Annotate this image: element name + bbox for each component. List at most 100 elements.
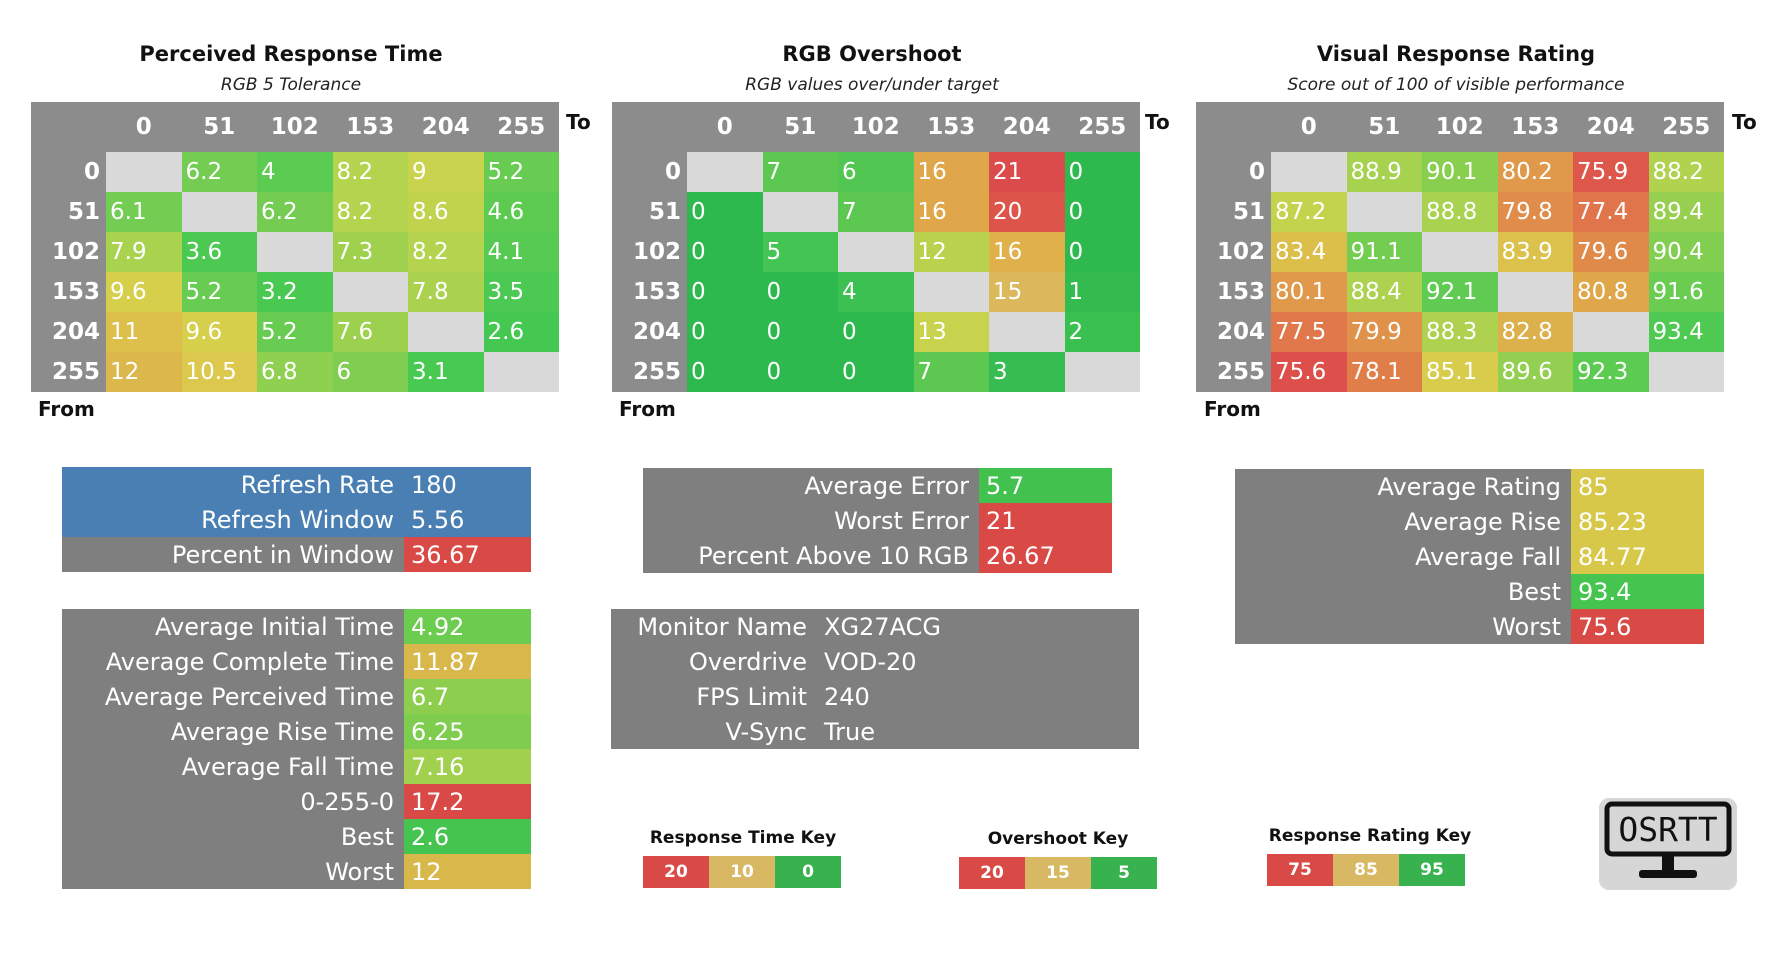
heatmap-cell: 92.1 <box>1422 272 1498 312</box>
stat-row: Average Complete Time 11.87 <box>62 644 531 679</box>
stat-row: Average Rating 85 <box>1235 469 1704 504</box>
stat-value: 12 <box>404 854 531 889</box>
chart-subtitle-visual-response-rating: Score out of 100 of visible performance <box>1287 75 1625 95</box>
heatmap-diagonal-cell <box>1422 232 1498 272</box>
stat-value: 17.2 <box>404 784 531 819</box>
column-header: 102 <box>257 102 333 152</box>
response-rating-key: 75 85 95 <box>1267 854 1465 886</box>
stat-row: 0-255-0 17.2 <box>62 784 531 819</box>
heatmap-cell: 90.1 <box>1422 152 1498 192</box>
heatmap-cell: 88.8 <box>1422 192 1498 232</box>
heatmap-cell: 7 <box>913 352 989 392</box>
heatmap-cell: 7 <box>762 152 838 192</box>
heatmap-diagonal-cell <box>257 232 333 272</box>
heatmap-cell: 8.6 <box>408 192 484 232</box>
row-header: 153 <box>31 272 106 312</box>
stat-label: 0-255-0 <box>62 784 404 819</box>
stat-label: Average Rise Time <box>62 714 404 749</box>
heatmap-cell: 5.2 <box>483 152 559 192</box>
heatmap-diagonal-cell <box>181 192 257 232</box>
stat-value: 84.77 <box>1571 539 1704 574</box>
heatmap-cell: 16 <box>913 152 989 192</box>
stat-value: 5.56 <box>404 502 531 537</box>
row-header: 255 <box>31 352 106 392</box>
error-stats-table: Average Error 5.7 Worst Error 21 Percent Abo… <box>643 468 1112 573</box>
heatmap-cell: 4 <box>838 272 914 312</box>
heatmap-cell: 0 <box>687 272 763 312</box>
key-title-overshoot: Overshoot Key <box>987 829 1129 849</box>
heatmap-cell: 16 <box>989 232 1065 272</box>
heatmap-diagonal-cell <box>1346 192 1422 232</box>
stat-row: Monitor Name XG27ACG <box>611 609 1139 644</box>
heatmap-cell: 0 <box>1064 192 1140 232</box>
heatmap-corner <box>1196 102 1271 152</box>
heatmap-cell: 6 <box>838 152 914 192</box>
stat-label: Refresh Window <box>62 502 404 537</box>
key-swatch: 15 <box>1025 857 1091 889</box>
heatmap-diagonal-cell <box>913 272 989 312</box>
column-header: 0 <box>687 102 763 152</box>
heatmap-cell: 0 <box>687 192 763 232</box>
heatmap-cell: 5 <box>762 232 838 272</box>
key-swatch: 20 <box>643 856 709 888</box>
stat-label: Average Rating <box>1235 469 1571 504</box>
column-header: 51 <box>762 102 838 152</box>
stat-label: FPS Limit <box>611 679 817 714</box>
heatmap-cell: 4 <box>257 152 333 192</box>
heatmap-cell: 3.6 <box>181 232 257 272</box>
stat-row: Average Fall Time 7.16 <box>62 749 531 784</box>
axis-label-to: To <box>566 110 591 134</box>
stat-label: Worst <box>1235 609 1571 644</box>
heatmap-cell: 80.2 <box>1497 152 1573 192</box>
stat-row: Refresh Window 5.56 <box>62 502 531 537</box>
heatmap-cell: 89.4 <box>1648 192 1724 232</box>
stat-label: Worst Error <box>643 503 979 538</box>
row-header: 153 <box>1196 272 1271 312</box>
heatmap-cell: 13 <box>913 312 989 352</box>
heatmap-corner <box>612 102 687 152</box>
key-swatch: 75 <box>1267 854 1333 886</box>
stat-value: True <box>817 714 1139 749</box>
heatmap-cell: 7.8 <box>408 272 484 312</box>
heatmap-cell: 85.1 <box>1422 352 1498 392</box>
heatmap-cell: 4.1 <box>483 232 559 272</box>
heatmap-diagonal-cell <box>408 312 484 352</box>
stat-label: Best <box>1235 574 1571 609</box>
heatmap-cell: 77.5 <box>1271 312 1347 352</box>
heatmap-cell: 7.6 <box>332 312 408 352</box>
column-header: 102 <box>1422 102 1498 152</box>
heatmap-cell: 3 <box>989 352 1065 392</box>
heatmap-cell: 75.6 <box>1271 352 1347 392</box>
heatmap-rgb-overshoot: 0 51 102 153 204 255 0 7 6 16 21 0 51 0 7 16 20 0 102 0 5 12 1… <box>612 102 1140 392</box>
heatmap-cell: 0 <box>687 312 763 352</box>
stat-row: Average Fall 84.77 <box>1235 539 1704 574</box>
stat-row: Best 93.4 <box>1235 574 1704 609</box>
rating-stats-table: Average Rating 85 Average Rise 85.23 Average… <box>1235 469 1704 644</box>
heatmap-cell: 77.4 <box>1573 192 1649 232</box>
row-header: 204 <box>1196 312 1271 352</box>
stat-value: 7.16 <box>404 749 531 784</box>
stat-row: Average Rise Time 6.25 <box>62 714 531 749</box>
osrtt-logo: OSRTT <box>1599 798 1737 890</box>
heatmap-visual-response-rating: 0 51 102 153 204 255 0 88.9 90.1 80.2 75.9 88.2 51 87… <box>1196 102 1724 392</box>
stat-value: 11.87 <box>404 644 531 679</box>
heatmap-cell: 20 <box>989 192 1065 232</box>
heatmap-cell: 0 <box>1064 152 1140 192</box>
key-swatch: 5 <box>1091 857 1157 889</box>
row-header: 51 <box>31 192 106 232</box>
heatmap-cell: 83.4 <box>1271 232 1347 272</box>
heatmap-cell: 88.3 <box>1422 312 1498 352</box>
stat-value: 93.4 <box>1571 574 1704 609</box>
heatmap-corner <box>31 102 106 152</box>
row-header: 0 <box>612 152 687 192</box>
monitor-icon: OSRTT <box>1604 801 1732 878</box>
heatmap-cell: 92.3 <box>1573 352 1649 392</box>
key-title-response-time: Response Time Key <box>649 828 837 848</box>
stat-value: 26.67 <box>979 538 1112 573</box>
heatmap-cell: 21 <box>989 152 1065 192</box>
stat-label: Monitor Name <box>611 609 817 644</box>
heatmap-cell: 3.1 <box>408 352 484 392</box>
column-header: 255 <box>1064 102 1140 152</box>
axis-label-to: To <box>1732 110 1757 134</box>
stat-row: Average Initial Time 4.92 <box>62 609 531 644</box>
